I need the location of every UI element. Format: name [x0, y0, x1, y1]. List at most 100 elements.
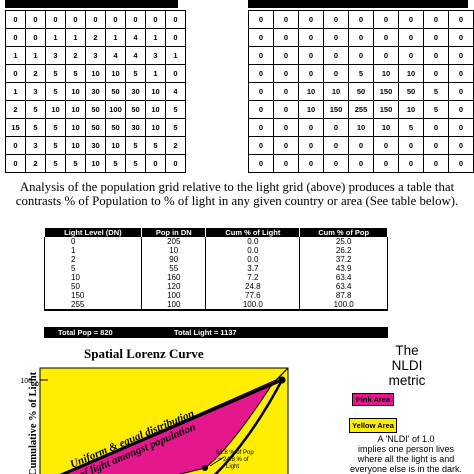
- grid-cell: 2: [65, 46, 86, 65]
- grid-cell: 0: [298, 118, 324, 137]
- nldi-title-line-3: metric: [388, 373, 426, 388]
- grid-cell: 100: [105, 100, 126, 119]
- yellow-area-swatch: Yellow Area: [349, 418, 397, 433]
- table-cell: 24.8: [205, 282, 301, 291]
- light-grid: 0 0 0 0 0 0 0 0 0 0 0 0 0 0 0 0 0 0 0 0 0 0 0 0 0 0 0 0 0 0 0 5 10 10 0 0 0 0…: [248, 10, 474, 173]
- grid-cell: 0: [5, 154, 26, 173]
- grid-cell: 10: [145, 100, 166, 119]
- table-cell: 10: [141, 246, 207, 255]
- pink-area-swatch: Pink Area: [352, 393, 394, 406]
- table-cell: 255: [43, 300, 143, 311]
- right-grid-header-strip: [248, 0, 468, 8]
- grid-cell: 4: [165, 82, 186, 101]
- grid-cell: 4: [125, 46, 146, 65]
- table-header-cell: Cum % of Pop: [299, 228, 388, 237]
- grid-cell: 5: [65, 64, 86, 83]
- grid-cell: 1: [5, 82, 26, 101]
- lorenz-title: Spatial Lorenz Curve: [84, 346, 204, 361]
- grid-cell: 10: [323, 82, 349, 101]
- grid-cell: 10: [45, 100, 66, 119]
- nldi-title: The NLDI metric: [340, 343, 474, 388]
- grid-cell: 0: [398, 46, 424, 65]
- grid-cell: 0: [273, 154, 299, 173]
- grid-cell: 150: [323, 100, 349, 119]
- grid-cell: 30: [125, 82, 146, 101]
- grid-cell: 0: [323, 46, 349, 65]
- grid-cell: 0: [373, 154, 399, 173]
- grid-cell: 0: [398, 154, 424, 173]
- grid-row: 0 2 5 5 10 5 5 0 0: [5, 154, 186, 173]
- grid-cell: 5: [25, 100, 46, 119]
- lorenz-ylabel: Cumulative % of Light: [28, 371, 39, 474]
- grid-cell: 0: [373, 10, 399, 29]
- grid-cell: 5: [105, 154, 126, 173]
- table-row: 50 120 24.8 63.4: [43, 282, 388, 291]
- grid-cell: 5: [423, 82, 449, 101]
- table-cell: 205: [141, 237, 207, 246]
- grid-cell: 0: [5, 136, 26, 155]
- grid-cell: 0: [248, 10, 274, 29]
- grid-cell: 0: [398, 28, 424, 47]
- table-cell: 0.0: [205, 255, 301, 264]
- grid-cell: 2: [5, 100, 26, 119]
- grid-cell: 0: [248, 46, 274, 65]
- grid-cell: 1: [45, 28, 66, 47]
- grid-cell: 10: [105, 64, 126, 83]
- grid-cell: 0: [423, 28, 449, 47]
- grid-cell: 1: [145, 64, 166, 83]
- grid-cell: 0: [273, 100, 299, 119]
- grid-row: 0 0 10 10 50 150 50 5 0: [248, 82, 474, 101]
- grid-cell: 5: [165, 118, 186, 137]
- grid-cell: 0: [25, 28, 46, 47]
- grid-cell: 0: [248, 82, 274, 101]
- table-header-cell: Light Level (DN): [44, 228, 143, 237]
- grid-row: 0 2 5 5 10 10 5 1 0: [5, 64, 186, 83]
- point-label-1: 63.8 % of Pop: [216, 450, 254, 456]
- table-cell: 87.8: [299, 291, 388, 300]
- grid-cell: 2: [25, 154, 46, 173]
- grid-cell: 5: [145, 136, 166, 155]
- grid-cell: 0: [85, 10, 106, 29]
- grid-cell: 10: [373, 118, 399, 137]
- grid-cell: 50: [348, 82, 374, 101]
- grid-cell: 0: [348, 10, 374, 29]
- grid-cell: 0: [323, 136, 349, 155]
- grid-cell: 30: [125, 118, 146, 137]
- grid-cell: 5: [348, 64, 374, 83]
- table-cell: 63.4: [299, 273, 388, 282]
- grid-cell: 5: [125, 136, 146, 155]
- grid-cell: 1: [5, 46, 26, 65]
- grid-cell: 0: [348, 154, 374, 173]
- grid-cell: 2: [85, 28, 106, 47]
- grid-cell: 50: [105, 118, 126, 137]
- grid-cell: 0: [5, 10, 26, 29]
- table-cell: 100.0: [299, 300, 388, 311]
- grid-cell: 15: [5, 118, 26, 137]
- grid-cell: 5: [125, 64, 146, 83]
- table-row: 150 100 77.6 87.8: [43, 291, 388, 300]
- table-cell: 150: [43, 291, 143, 300]
- grid-cell: 0: [298, 46, 324, 65]
- grid-cell: 30: [85, 136, 106, 155]
- table-cell: 3.7: [205, 264, 301, 273]
- table-cell: 100: [141, 291, 207, 300]
- table-header-cell: Pop in DN: [141, 228, 207, 237]
- grid-cell: 0: [145, 154, 166, 173]
- grid-cell: 10: [65, 100, 86, 119]
- grid-cell: 0: [248, 154, 274, 173]
- total-light: Total Light = 1137: [174, 328, 237, 337]
- grid-cell: 0: [298, 10, 324, 29]
- table-cell: 10: [43, 273, 143, 282]
- grid-row: 0 0 10 150 255 150 10 5 0: [248, 100, 474, 119]
- grid-cell: 0: [273, 82, 299, 101]
- grid-cell: 0: [323, 10, 349, 29]
- table-cell: 63.4: [299, 282, 388, 291]
- grid-cell: 0: [448, 28, 474, 47]
- grid-cell: 0: [248, 100, 274, 119]
- grid-cell: 0: [65, 10, 86, 29]
- grid-cell: 0: [448, 10, 474, 29]
